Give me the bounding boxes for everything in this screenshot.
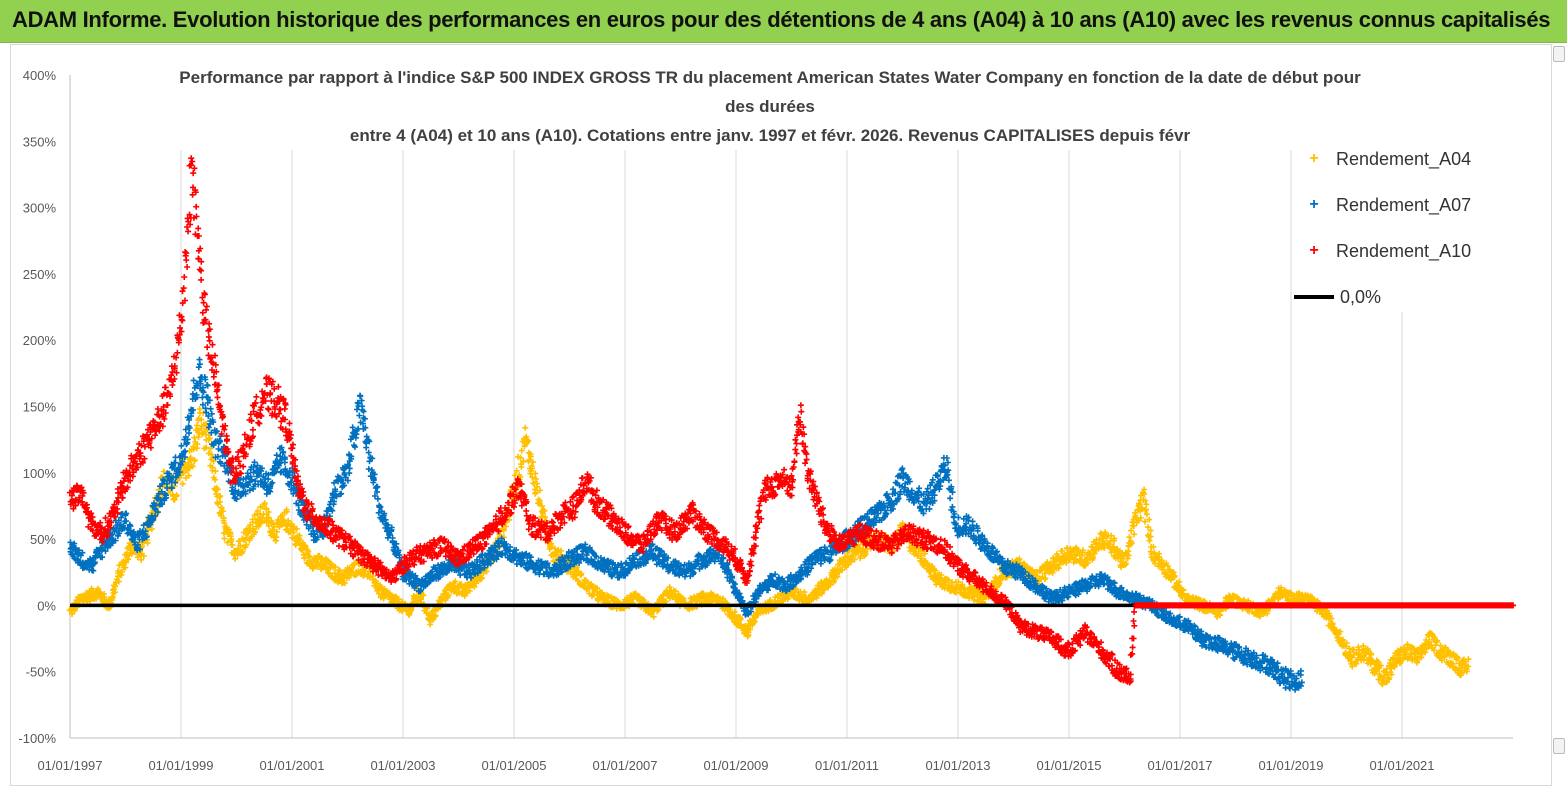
x-tick-label: 01/01/2007: [592, 758, 657, 773]
x-tick-label: 01/01/2021: [1369, 758, 1434, 773]
legend-item-zero: 0,0%: [1292, 282, 1381, 312]
x-tick-label: 01/01/2005: [481, 758, 546, 773]
legend-label-zero: 0,0%: [1340, 286, 1382, 307]
legend-item-a04: + Rendement_A04: [1292, 144, 1471, 174]
legend-label-a07: Rendement_A07: [1336, 194, 1472, 215]
y-tick-label: 150%: [23, 400, 57, 415]
legend-item-a07: + Rendement_A07: [1292, 190, 1471, 220]
chart-legend: + Rendement_A04 + Rendement_A07 + Rendem…: [1292, 140, 1517, 312]
legend-label-a04: Rendement_A04: [1336, 148, 1472, 169]
y-tick-label: -100%: [18, 731, 56, 746]
scroll-handle-bottom[interactable]: [1553, 738, 1565, 754]
x-tick-label: 01/01/2001: [259, 758, 324, 773]
legend-marker-a07: +: [1309, 196, 1319, 213]
chart-title-line-1: Performance par rapport à l'indice S&P 5…: [179, 68, 1361, 87]
legend-marker-a04: +: [1309, 150, 1319, 167]
y-tick-label: 350%: [23, 134, 57, 149]
y-tick-label: -50%: [26, 665, 57, 680]
y-tick-label: 400%: [23, 68, 57, 83]
x-tick-label: 01/01/2011: [815, 758, 879, 773]
x-tick-label: 01/01/2019: [1258, 758, 1323, 773]
x-tick-label: 01/01/2017: [1147, 758, 1212, 773]
y-tick-label: 0%: [37, 598, 56, 613]
y-tick-label: 300%: [23, 201, 57, 216]
chart-title-line-2: des durées: [725, 97, 815, 116]
legend-label-a10: Rendement_A10: [1336, 240, 1472, 261]
legend-marker-a10: +: [1309, 242, 1319, 259]
x-tick-label: 01/01/1997: [37, 758, 102, 773]
series-markers: [67, 356, 1305, 693]
y-tick-label: 100%: [23, 466, 57, 481]
series-rendement-a07: [67, 356, 1305, 693]
x-tick-label: 01/01/2015: [1036, 758, 1101, 773]
legend-line-zero: [1294, 295, 1334, 299]
report-banner: ADAM Informe. Evolution historique des p…: [0, 0, 1567, 43]
y-tick-label: 200%: [23, 333, 57, 348]
y-tick-label: 250%: [23, 267, 57, 282]
x-tick-label: 01/01/2009: [703, 758, 768, 773]
chart-title-line-3: entre 4 (A04) et 10 ans (A10). Cotations…: [349, 126, 1191, 145]
report-title: ADAM Informe. Evolution historique des p…: [12, 7, 1551, 32]
legend-item-a10: + Rendement_A10: [1292, 236, 1471, 266]
x-tick-label: 01/01/1999: [148, 758, 213, 773]
x-tick-label: 01/01/2013: [925, 758, 990, 773]
scroll-handle-top[interactable]: [1553, 46, 1565, 62]
x-tick-label: 01/01/2003: [370, 758, 435, 773]
chart-title: Performance par rapport à l'indice S&P 5…: [160, 63, 1380, 150]
y-tick-label: 50%: [30, 532, 56, 547]
series-a10-flat-tail: [1132, 602, 1516, 609]
